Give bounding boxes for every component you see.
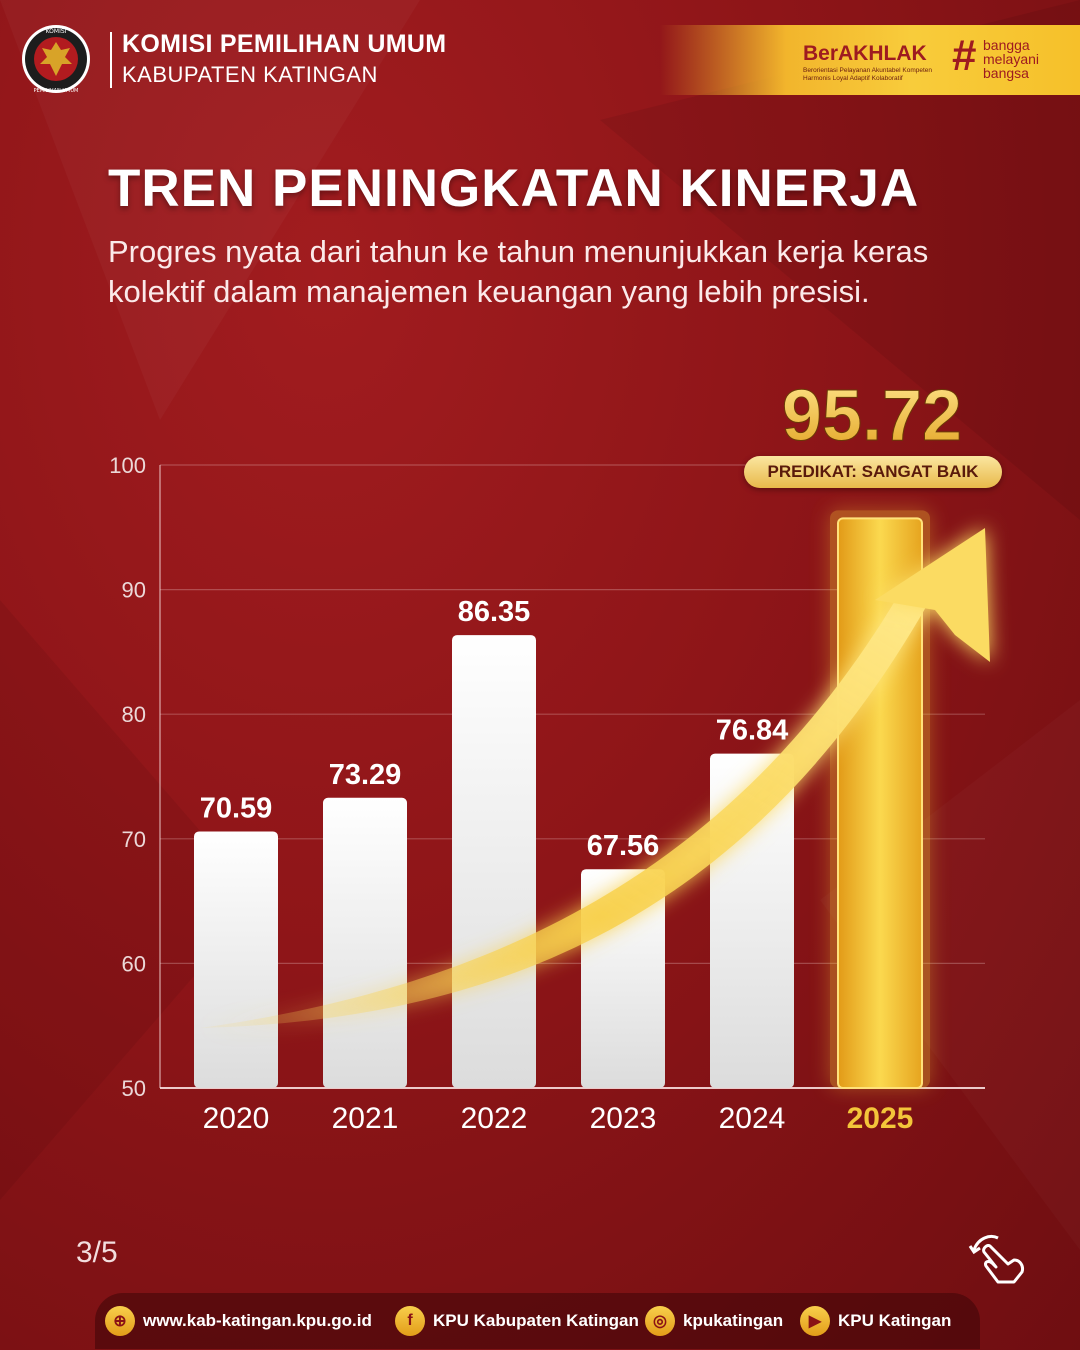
instagram-icon: ◎ (645, 1306, 675, 1336)
header-divider (110, 32, 112, 88)
trend-arrow-head (875, 528, 990, 662)
y-tick-label: 80 (122, 702, 146, 727)
x-tick-label: 2021 (332, 1102, 399, 1135)
y-tick-label: 60 (122, 951, 146, 976)
hashtag-icon: # (952, 31, 977, 80)
footer-bar (95, 1293, 980, 1349)
y-tick-label: 100 (109, 453, 146, 478)
slogan: bangga melayani bangsa (983, 38, 1039, 80)
x-tick-label: 2024 (719, 1102, 786, 1135)
bar-2022 (452, 635, 536, 1088)
kpu-logo: KOMISI PEMILIHAN UMUM (22, 25, 90, 94)
data-label: 76.84 (716, 715, 789, 747)
page-title: TREN PENINGKATAN KINERJA (108, 159, 920, 218)
org-name: KOMISI PEMILIHAN UMUM (122, 30, 447, 58)
predikat-badge: PREDIKAT: SANGAT BAIK (744, 456, 1002, 488)
slogan-line-1: bangga (983, 37, 1030, 53)
swipe-hand-icon[interactable] (968, 1230, 1030, 1286)
x-tick-label: 2020 (203, 1102, 270, 1135)
x-tick-label: 2025 (847, 1102, 914, 1135)
data-label: 70.59 (200, 792, 273, 824)
footer-website[interactable]: ⊕ www.kab-katingan.kpu.go.id (105, 1306, 372, 1336)
footer-facebook-text: KPU Kabupaten Katingan (433, 1311, 639, 1330)
x-tick-label: 2023 (590, 1102, 657, 1135)
facebook-icon: f (395, 1306, 425, 1336)
slogan-line-2: melayani (983, 51, 1040, 67)
y-tick-label: 70 (122, 827, 146, 852)
org-subname: KABUPATEN KATINGAN (122, 62, 378, 87)
trend-arrow-shaft (200, 596, 930, 1028)
berakhlak-description: Berorientasi Pelayanan Akuntabel Kompete… (803, 67, 933, 82)
y-tick-label: 50 (122, 1076, 146, 1101)
data-label: 67.56 (587, 830, 660, 862)
footer-youtube[interactable]: ▶ KPU Katingan (800, 1306, 951, 1336)
bar-2020 (194, 831, 278, 1088)
slogan-line-3: bangsa (983, 65, 1029, 81)
berakhlak-banner (660, 25, 1080, 95)
bar-2021 (323, 797, 407, 1088)
page-indicator: 3/5 (76, 1236, 118, 1269)
data-label: 86.35 (458, 596, 531, 628)
data-label-highlight: 95.72 (782, 376, 962, 456)
globe-icon: ⊕ (105, 1306, 135, 1336)
data-label: 73.29 (329, 759, 402, 791)
x-tick-label: 2022 (461, 1102, 528, 1135)
logo-text-top: KOMISI (46, 28, 67, 35)
logo-text-bottom: PEMILIHAN UMUM (34, 88, 79, 94)
y-tick-label: 90 (122, 578, 146, 603)
footer-facebook[interactable]: f KPU Kabupaten Katingan (395, 1306, 639, 1336)
youtube-icon: ▶ (800, 1306, 830, 1336)
footer-instagram-text: kpukatingan (683, 1311, 784, 1330)
footer-youtube-text: KPU Katingan (838, 1311, 952, 1330)
berakhlak-logo: BerAKHLAK (803, 42, 927, 65)
footer-website-text: www.kab-katingan.kpu.go.id (143, 1311, 372, 1330)
footer-instagram[interactable]: ◎ kpukatingan (645, 1306, 783, 1336)
page-subtitle: Progres nyata dari tahun ke tahun menunj… (108, 234, 929, 309)
